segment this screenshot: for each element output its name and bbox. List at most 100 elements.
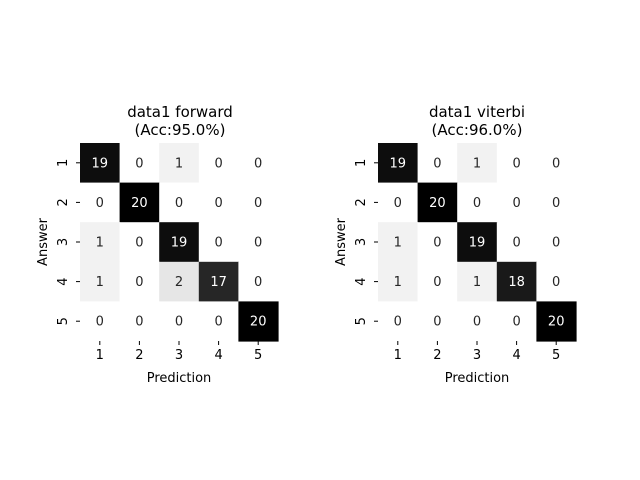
heatmap-cell <box>198 143 239 184</box>
heatmap-cell <box>417 222 458 263</box>
heatmap-cell <box>119 182 160 223</box>
cell-value-label: 0 <box>433 315 441 330</box>
y-axis-label: Answer <box>36 217 51 266</box>
heatmap-cell <box>159 301 200 342</box>
y-tick-label: 5 <box>354 317 369 325</box>
x-tick-label: 1 <box>96 348 104 363</box>
heatmap-forward: data1 forward (Acc:95.0%) 19 0 1 0 00 20 0 0 01 0… <box>36 103 279 386</box>
y-tick-label: 5 <box>56 317 71 325</box>
y-tick-label: 1 <box>56 159 71 167</box>
x-tick-label: 4 <box>214 348 222 363</box>
cell-value-label: 0 <box>135 275 143 290</box>
x-tick-label: 3 <box>175 348 183 363</box>
x-tick-label: 1 <box>394 348 402 363</box>
x-tick-label: 5 <box>254 348 262 363</box>
cell-value-label: 17 <box>210 275 227 290</box>
cell-value-label: 20 <box>131 196 148 211</box>
heatmap-cell <box>238 261 279 302</box>
cell-value-label: 0 <box>214 236 222 251</box>
cell-value-label: 0 <box>214 315 222 330</box>
cell-value-label: 0 <box>552 196 560 211</box>
heatmap-cell <box>536 182 577 223</box>
chart-subtitle: (Acc:96.0%) <box>432 121 523 139</box>
heatmap-cell <box>457 222 498 263</box>
heatmap-cell <box>536 301 577 342</box>
cell-value-label: 0 <box>135 315 143 330</box>
cell-value-label: 0 <box>394 315 402 330</box>
x-axis-label: Prediction <box>147 371 212 386</box>
heatmap-cell <box>198 301 239 342</box>
heatmap-cell <box>119 222 160 263</box>
heatmap-cell <box>457 143 498 184</box>
cell-value-label: 1 <box>394 275 402 290</box>
cell-value-label: 0 <box>433 275 441 290</box>
heatmap-cell <box>378 222 419 263</box>
y-tick-label: 2 <box>56 198 71 206</box>
cell-value-label: 0 <box>254 236 262 251</box>
heatmap-cell <box>417 301 458 342</box>
heatmap-cell <box>536 143 577 184</box>
x-tick-label: 2 <box>433 348 441 363</box>
y-tick-label: 3 <box>354 238 369 246</box>
heatmap-cell <box>80 143 121 184</box>
heatmap-cell <box>80 261 121 302</box>
heatmap-cell <box>159 222 200 263</box>
cell-value-label: 1 <box>96 236 104 251</box>
cell-value-label: 1 <box>175 156 183 171</box>
heatmap-cell <box>457 182 498 223</box>
heatmap-cell <box>496 261 537 302</box>
cell-value-label: 0 <box>473 196 481 211</box>
cell-value-label: 0 <box>214 156 222 171</box>
heatmap-cell <box>496 143 537 184</box>
chart-subtitle: (Acc:95.0%) <box>135 121 226 139</box>
cell-value-label: 1 <box>473 275 481 290</box>
cell-value-label: 0 <box>394 196 402 211</box>
cell-value-label: 19 <box>390 156 407 171</box>
x-axis-ticks: 1 2 3 4 5 <box>394 341 560 363</box>
y-tick-label: 4 <box>56 277 71 285</box>
heatmap-cell <box>536 222 577 263</box>
cell-value-label: 0 <box>96 315 104 330</box>
cell-value-label: 0 <box>433 236 441 251</box>
x-tick-label: 5 <box>552 348 560 363</box>
heatmap-cell <box>378 261 419 302</box>
heatmap-cell <box>119 261 160 302</box>
cell-value-label: 0 <box>512 196 520 211</box>
chart-title: data1 viterbi <box>429 103 525 121</box>
cell-value-label: 0 <box>552 156 560 171</box>
heatmap-cell <box>457 301 498 342</box>
heatmap-cell <box>159 182 200 223</box>
cell-value-label: 0 <box>254 275 262 290</box>
heatmap-cell <box>159 261 200 302</box>
cell-value-label: 1 <box>473 156 481 171</box>
cell-value-label: 0 <box>512 315 520 330</box>
heatmap-cell <box>238 143 279 184</box>
heatmap-cell <box>238 222 279 263</box>
heatmap-cell <box>198 261 239 302</box>
heatmap-cell <box>417 261 458 302</box>
heatmap-cell <box>496 222 537 263</box>
x-tick-label: 2 <box>135 348 143 363</box>
heatmap-cell <box>238 301 279 342</box>
cell-value-label: 19 <box>469 236 486 251</box>
heatmap-cell <box>80 182 121 223</box>
cell-value-label: 0 <box>512 156 520 171</box>
cell-value-label: 0 <box>552 275 560 290</box>
cell-value-label: 0 <box>512 236 520 251</box>
heatmap-cell <box>119 301 160 342</box>
y-axis-label: Answer <box>334 217 349 266</box>
x-axis-label: Prediction <box>445 371 510 386</box>
x-tick-label: 4 <box>512 348 520 363</box>
heatmap-cell <box>238 182 279 223</box>
heatmap-cell <box>80 301 121 342</box>
cell-value-label: 18 <box>508 275 525 290</box>
y-tick-label: 3 <box>56 238 71 246</box>
y-axis-ticks: 1 2 3 4 5 <box>354 159 378 325</box>
cell-value-label: 0 <box>214 196 222 211</box>
heatmap-cell <box>417 143 458 184</box>
cell-value-label: 0 <box>254 196 262 211</box>
heatmap-cell <box>198 182 239 223</box>
cell-value-label: 0 <box>473 315 481 330</box>
cell-value-label: 20 <box>429 196 446 211</box>
